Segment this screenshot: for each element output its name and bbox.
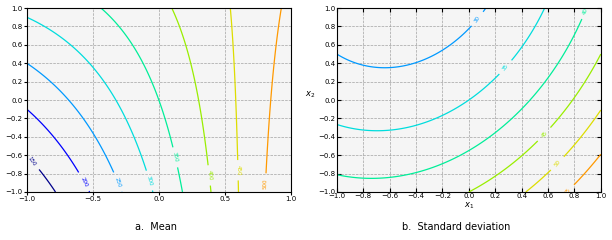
Text: 300: 300 [146,175,153,186]
Text: 150: 150 [27,155,37,167]
Text: 350: 350 [172,152,179,163]
Text: 450: 450 [236,165,241,175]
Text: 200: 200 [80,176,89,187]
Text: 35: 35 [501,63,510,72]
X-axis label: $x_1$: $x_1$ [464,201,474,211]
Y-axis label: $x_2$: $x_2$ [305,90,315,100]
Text: 250: 250 [114,176,122,188]
Text: 40: 40 [582,7,589,15]
Text: 55: 55 [563,187,572,196]
Text: 30: 30 [474,15,482,23]
Text: 50: 50 [553,159,562,168]
Text: 45: 45 [540,130,548,139]
Text: a.  Mean: a. Mean [135,222,177,232]
Text: b.  Standard deviation: b. Standard deviation [401,222,510,232]
Text: 400: 400 [206,170,212,181]
Text: 500: 500 [263,178,268,189]
